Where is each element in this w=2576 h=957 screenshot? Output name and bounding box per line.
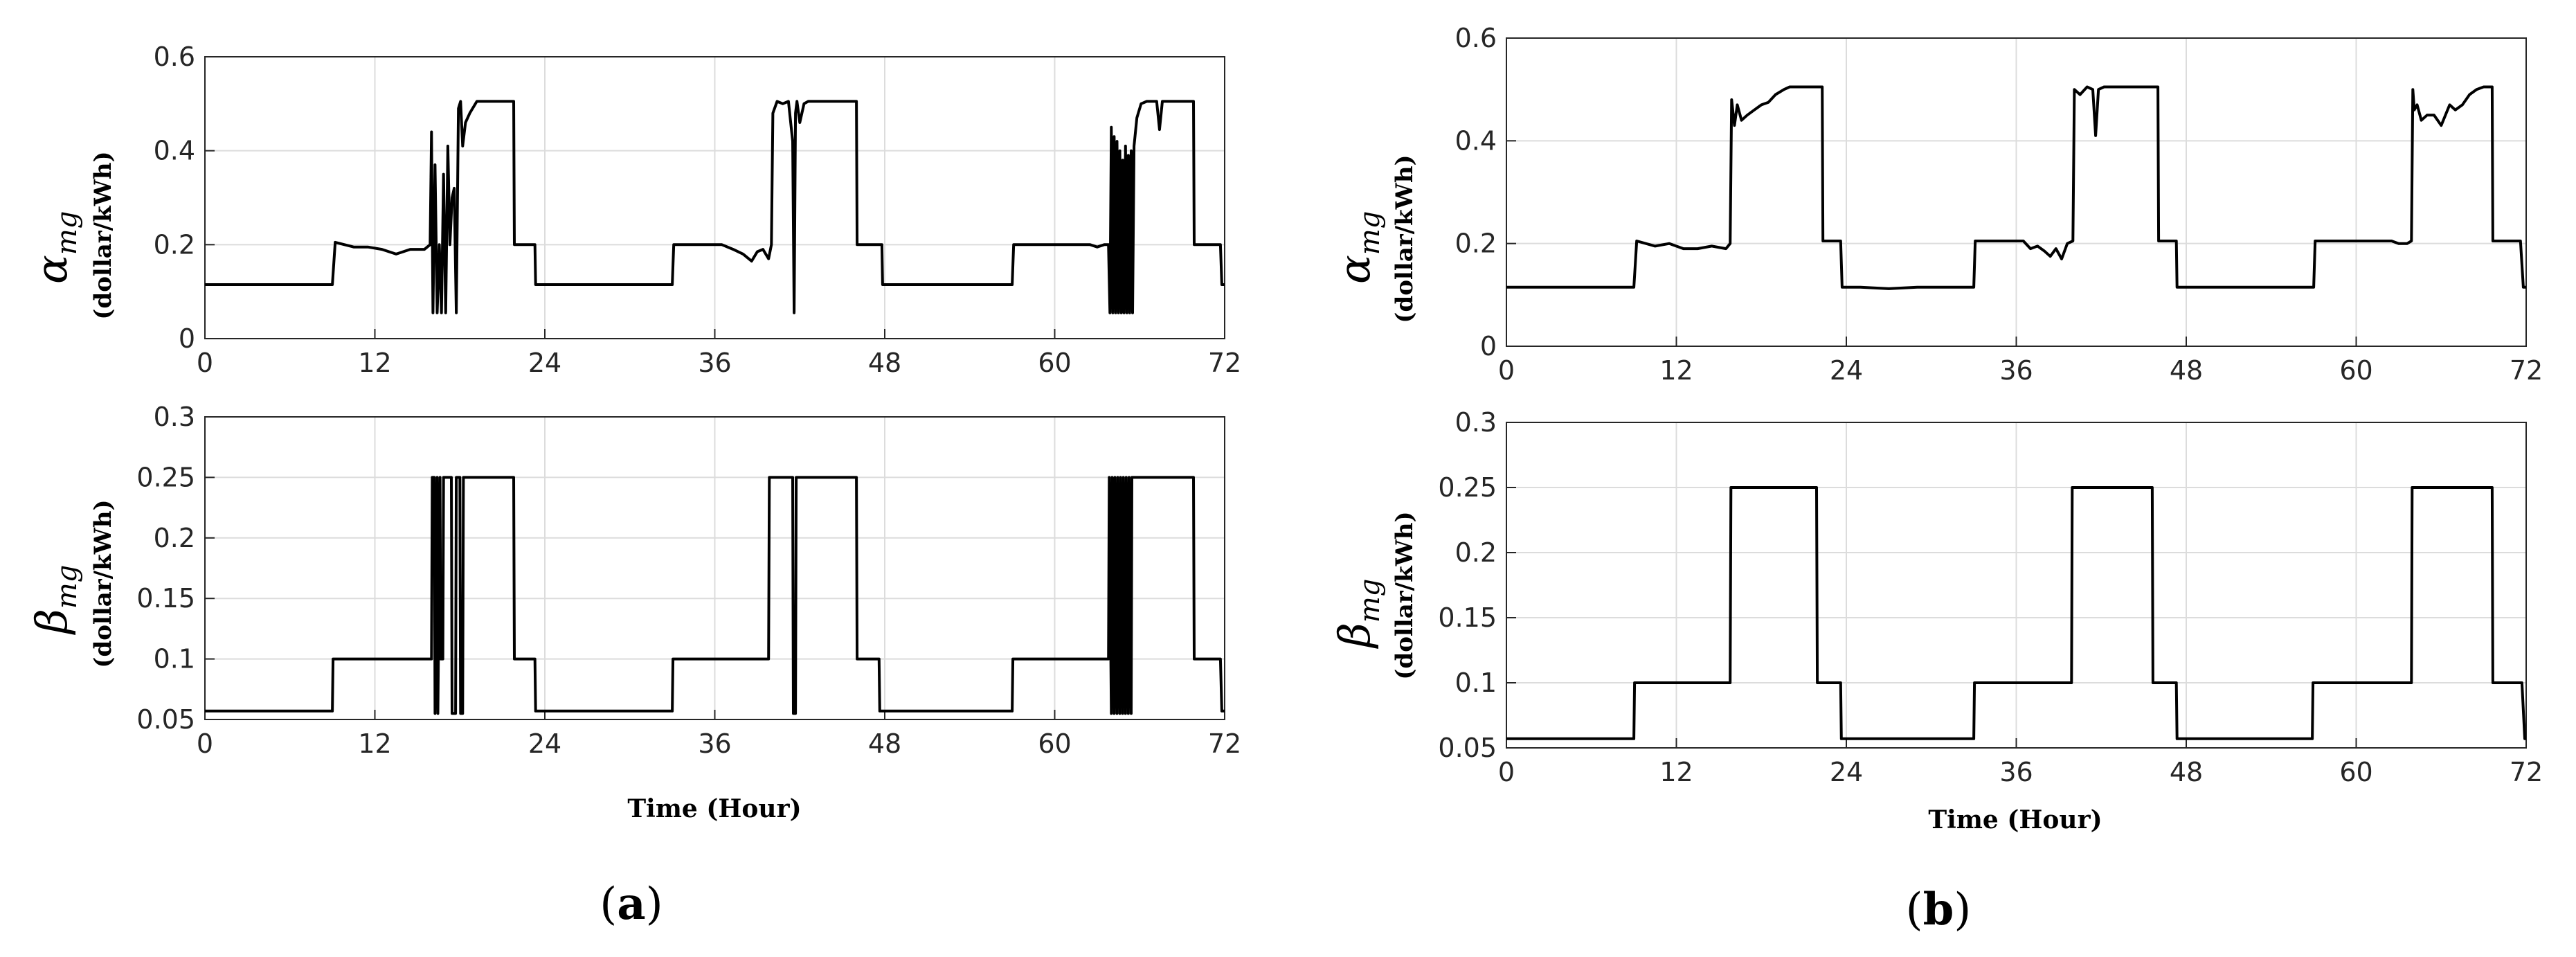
y-tick-label: 0.4 [1455,125,1497,156]
x-tick-label: 72 [1208,348,1241,378]
x-tick-label: 12 [1659,355,1693,386]
y-tick-label: 0.6 [1455,23,1497,53]
panel-a-alpha-ylabel: αmg [26,211,83,284]
series-line-a-alpha [205,100,1225,314]
x-tick-label: 48 [2170,757,2203,787]
panel-a-alpha-ylabel-unit: (dollar/kWh) [89,151,117,319]
panel-a-beta-ylabel-unit: (dollar/kWh) [89,499,117,668]
x-tick-label: 0 [197,348,213,378]
panel-a-alpha-chart: αmg (dollar/kWh) 0 12 24 36 48 60 72 0 0.2 0.4 0.6 [26,42,1241,378]
y-tick-label: 0.2 [154,523,195,553]
x-tick-label: 72 [1208,728,1241,759]
y-tick-label: 0.2 [154,229,195,260]
x-tick-label: 36 [1999,757,2033,787]
x-tick-label: 0 [197,728,213,759]
x-tick-label: 12 [358,728,391,759]
panel-b-beta-chart: βmg (dollar/kWh) Time (Hour) 0 12 24 36 48 60… [1329,407,2543,834]
y-tick-label: 0.15 [136,583,195,614]
x-tick-label: 72 [2510,355,2543,386]
panel-a-beta-ylabel: βmg [26,565,83,635]
y-tick-label: 0.25 [136,462,195,492]
y-tick-label: 0.05 [136,704,195,735]
panel-a-beta-chart: βmg (dollar/kWh) Time (Hour) 0 12 24 36 48 60… [26,402,1241,823]
panel-b-alpha-chart: αmg (dollar/kWh) 0 12 24 36 48 60 72 0 0.2 0.4 0.6 [1329,23,2543,386]
caption-a: (a) [600,878,663,930]
panel-b-alpha-ylabel: αmg [1329,211,1386,284]
y-tick-label: 0 [179,323,195,354]
y-tick-label: 0.3 [154,402,195,432]
x-tick-label: 48 [2170,355,2203,386]
panel-b-xlabel: Time (Hour) [1928,805,2102,834]
y-tick-label: 0 [1480,331,1497,361]
x-tick-label: 24 [528,348,561,378]
x-tick-label: 60 [1038,348,1071,378]
x-tick-label: 36 [698,728,731,759]
x-tick-label: 48 [868,348,901,378]
y-tick-label: 0.3 [1455,407,1497,438]
x-tick-label: 60 [2339,355,2372,386]
x-tick-label: 60 [2339,757,2372,787]
y-tick-label: 0.2 [1455,229,1497,259]
y-tick-label: 0.6 [154,42,195,72]
x-tick-label: 12 [1659,757,1693,787]
panel-b-beta-ylabel-unit: (dollar/kWh) [1391,511,1418,679]
x-tick-label: 48 [868,728,901,759]
x-tick-label: 24 [528,728,561,759]
x-tick-label: 0 [1498,355,1515,386]
x-tick-label: 12 [358,348,391,378]
x-tick-label: 24 [1830,757,1863,787]
y-tick-label: 0.1 [154,644,195,674]
series-line-b-alpha [1506,85,2526,290]
panel-b-beta-ylabel: βmg [1329,579,1386,649]
x-tick-label: 72 [2510,757,2543,787]
x-tick-label: 36 [698,348,731,378]
x-tick-label: 60 [1038,728,1071,759]
caption-b: (b) [1906,884,1972,936]
series-line-b-beta [1506,486,2526,740]
y-tick-label: 0.2 [1455,537,1497,568]
x-tick-label: 0 [1498,757,1515,787]
y-tick-label: 0.4 [154,136,195,166]
panel-b-alpha-ylabel-unit: (dollar/kWh) [1391,154,1418,323]
x-tick-label: 36 [1999,355,2033,386]
y-tick-label: 0.25 [1438,472,1497,503]
series-line-a-beta [205,476,1225,715]
panel-a-xlabel: Time (Hour) [627,794,801,823]
y-tick-label: 0.1 [1455,668,1497,698]
x-tick-label: 24 [1830,355,1863,386]
y-tick-label: 0.05 [1438,733,1497,763]
y-tick-label: 0.15 [1438,602,1497,633]
